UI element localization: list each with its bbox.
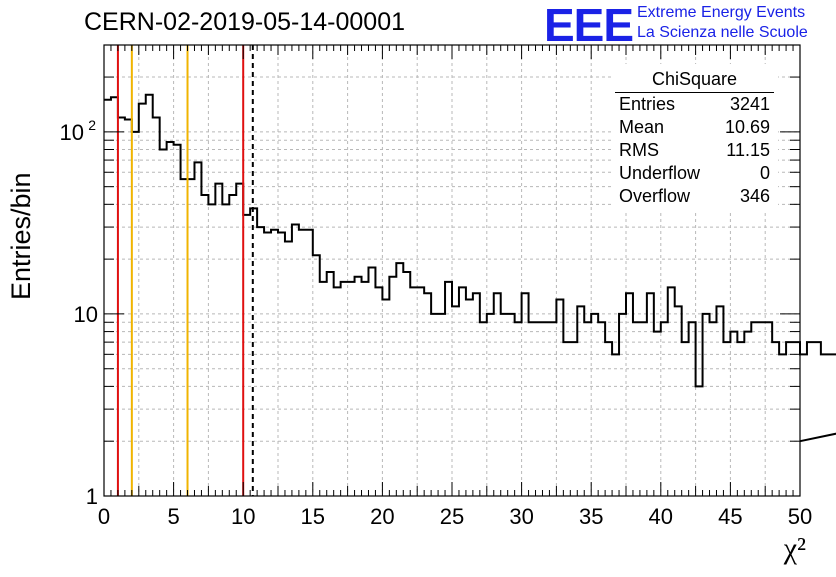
stats-value: 11.15 (726, 140, 770, 160)
stats-row-underflow: Underflow 0 (611, 162, 778, 185)
stats-row-rms: RMS 11.15 (611, 139, 778, 162)
x-tick-label: 15 (301, 504, 325, 529)
x-tick-label: 25 (440, 504, 464, 529)
y-axis-label: Entries/bin (6, 172, 36, 300)
stats-row-overflow: Overflow 346 (611, 185, 778, 208)
stats-row-entries: Entries 3241 (611, 93, 778, 116)
chart-title: CERN-02-2019-05-14-00001 (84, 8, 406, 36)
x-tick-label: 40 (649, 504, 673, 529)
x-axis-label: χ² (783, 532, 806, 565)
x-tick-label: 45 (718, 504, 742, 529)
stats-label: Underflow (619, 163, 701, 183)
logo-line-2: La Scienza nelle Scuole (637, 24, 808, 41)
stats-label: Overflow (619, 186, 691, 206)
x-tick-label: 5 (167, 504, 179, 529)
stats-label: RMS (619, 140, 659, 160)
stats-label: Mean (619, 117, 665, 137)
stats-row-mean: Mean 10.69 (611, 116, 778, 139)
stats-label: Entries (619, 94, 676, 114)
x-tick-label: 50 (788, 504, 812, 529)
stats-box: ChiSquare Entries 3241 Mean 10.69 RMS 11… (611, 64, 778, 210)
y-tick-label: 1 (86, 484, 98, 509)
y-tick-label: 10 (74, 302, 98, 327)
histogram-line (104, 93, 836, 443)
x-tick-label: 30 (509, 504, 533, 529)
stats-value: 346 (739, 186, 770, 206)
stats-title: ChiSquare (615, 64, 774, 93)
y-tick-label-exponent: 2 (88, 117, 96, 133)
stats-value: 0 (759, 163, 770, 183)
x-tick-label: 0 (98, 504, 110, 529)
x-tick-label: 10 (231, 504, 255, 529)
y-tick-label: 10 (60, 120, 84, 145)
stats-value: 10.69 (724, 117, 770, 137)
eee-logo: EEE (544, 0, 634, 51)
stats-value: 3241 (729, 94, 770, 114)
x-tick-label: 20 (370, 504, 394, 529)
logo-line-1: Extreme Energy Events (637, 4, 806, 21)
x-tick-label: 35 (579, 504, 603, 529)
